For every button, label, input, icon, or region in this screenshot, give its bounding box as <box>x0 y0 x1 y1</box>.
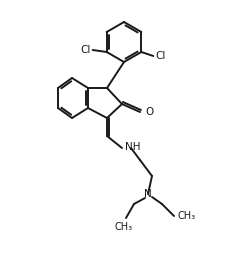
Text: O: O <box>145 107 153 117</box>
Text: Cl: Cl <box>80 45 91 55</box>
Text: NH: NH <box>125 142 140 152</box>
Text: CH₃: CH₃ <box>115 222 133 232</box>
Text: N: N <box>144 189 152 199</box>
Text: Cl: Cl <box>155 51 166 61</box>
Text: CH₃: CH₃ <box>177 211 195 221</box>
